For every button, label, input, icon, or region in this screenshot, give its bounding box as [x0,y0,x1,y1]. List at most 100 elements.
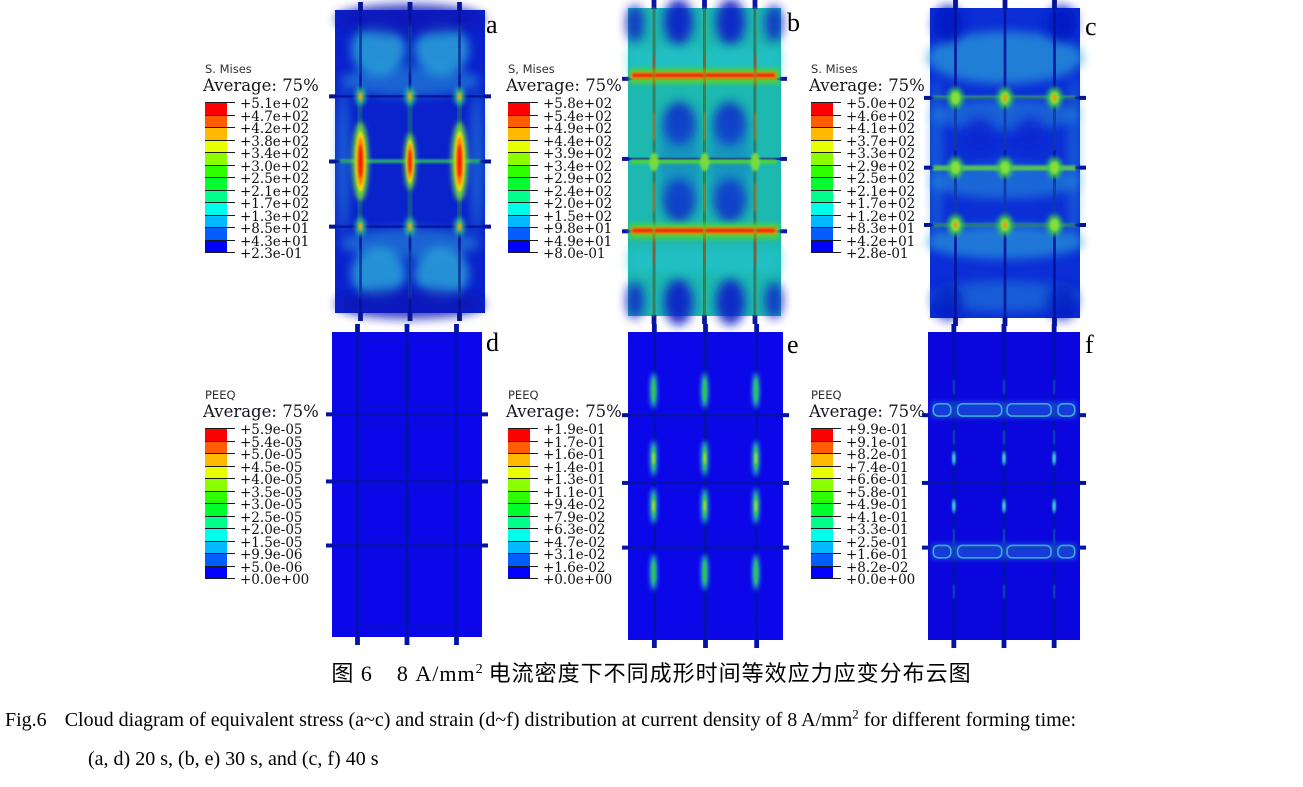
legend-tick [811,239,841,241]
legend-swatch [508,428,530,441]
legend-tick [205,428,235,429]
legend-value: +1.6e-02 [543,559,606,576]
legend-tick [508,553,538,554]
legend-title: S. Mises [811,62,858,76]
legend-swatch [508,540,530,553]
legend-swatch [811,114,833,127]
caption-zh-sup: 2 [475,661,484,677]
legend-value: +4.4e+02 [543,133,613,150]
legend-swatch [508,515,530,528]
legend-swatch [811,428,833,441]
legend-swatch [811,202,833,215]
legend-swatch [508,478,530,491]
legend-colorbar: +5.8e+02 +5.4e+02 +4.9e+02 +4.4e+02 +3.9e+02… [508,96,640,262]
legend-tick [508,114,538,116]
legend-value: +1.9e-01 [543,422,606,438]
legend-stress-a: S. Mises Average: 75% +5.1e+02 +4.7e+02 +4… [203,62,338,272]
legend-value: +3.4e+02 [543,158,613,175]
legend-value: +5.0e-05 [240,447,303,463]
legend-value: +5.4e-05 [240,434,303,451]
caption-en-sup: 2 [852,706,859,721]
legend-average: Average: 75% [506,402,622,421]
legend-value: +3.1e-02 [543,547,606,563]
legend-swatch [508,440,530,453]
legend-swatch [508,202,530,215]
legend-value: +2.5e+02 [240,171,310,187]
legend-swatch [205,478,227,491]
legend-swatch [508,490,530,503]
legend-value: +4.7e-02 [543,534,606,551]
legend-tick [811,102,841,103]
legend-value: +3.0e+02 [240,158,310,175]
legend-value: +4.0e-05 [240,472,303,488]
caption-en-figure-label: Fig.6 [5,708,47,731]
contour-plot-f [922,324,1086,648]
legend-value: +4.9e+01 [543,233,613,250]
legend-tick [811,202,841,203]
legend-tick [205,164,235,166]
legend-value: +4.1e-01 [846,509,909,526]
legend-swatch [811,540,833,553]
legend-swatch [811,528,833,541]
legend-tick [508,453,538,454]
legend-value: +3.7e+02 [846,133,916,150]
legend-swatch [508,177,530,190]
legend-tick [508,189,538,191]
legend-swatch [811,189,833,202]
legend-swatch [811,503,833,516]
legend-title: S. Mises [205,62,252,76]
legend-value: +4.6e+02 [846,108,916,125]
legend-tick [811,515,841,517]
caption-zh-text: 8 A/mm2 电流密度下不同成形时间等效应力应变分布云图 [397,661,972,686]
legend-tick [205,578,235,579]
legend-tick [205,189,235,191]
legend-swatch [508,102,530,115]
legend-tick [205,528,235,529]
legend-swatch [205,453,227,466]
legend-tick [205,465,235,467]
legend-swatch [205,553,227,566]
legend-swatch [205,127,227,140]
legend-title: PEEQ [508,388,539,402]
legend-swatch [205,490,227,503]
legend-average: Average: 75% [203,76,319,95]
legend-value: +5.0e-06 [240,559,303,576]
legend-tick [811,152,841,153]
legend-value: +1.7e+02 [846,196,916,212]
legend-value: +2.8e-01 [846,246,909,262]
caption-chinese: 图 6 8 A/mm2 电流密度下不同成形时间等效应力应变分布云图 [0,656,1303,688]
legend-value: +5.9e-05 [240,422,303,438]
contour-svg [622,324,789,648]
contour-plot-a [329,2,491,321]
legend-value: +8.2e-02 [846,559,909,576]
contour-plot-d [326,324,488,645]
legend-swatch [205,428,227,441]
legend-swatch [508,528,530,541]
legend-tick [205,202,235,203]
legend-tick [508,102,538,103]
legend-tick [508,227,538,228]
legend-value: +0.0e+00 [240,572,310,588]
legend-swatch [205,503,227,516]
legend-swatch [508,139,530,152]
legend-tick [811,127,841,128]
legend-tick [205,214,235,216]
legend-value: +2.5e-05 [240,509,303,526]
legend-swatch [811,177,833,190]
legend-value: +1.4e-01 [543,459,606,476]
legend-value: +3.4e+02 [240,146,310,162]
legend-swatch [205,528,227,541]
legend-tick [205,252,235,253]
contour-svg [622,0,787,326]
legend-tick [205,177,235,178]
contour-svg [326,324,488,645]
legend-tick [508,127,538,128]
legend-tick [508,214,538,216]
legend-tick [205,540,235,542]
legend-swatch [811,102,833,115]
legend-swatch [811,465,833,478]
caption-english-line2: (a, d) 20 s, (b, e) 30 s, and (c, f) 40 … [88,748,379,770]
legend-tick [205,565,235,567]
legend-value: +2.0e-05 [240,522,303,538]
